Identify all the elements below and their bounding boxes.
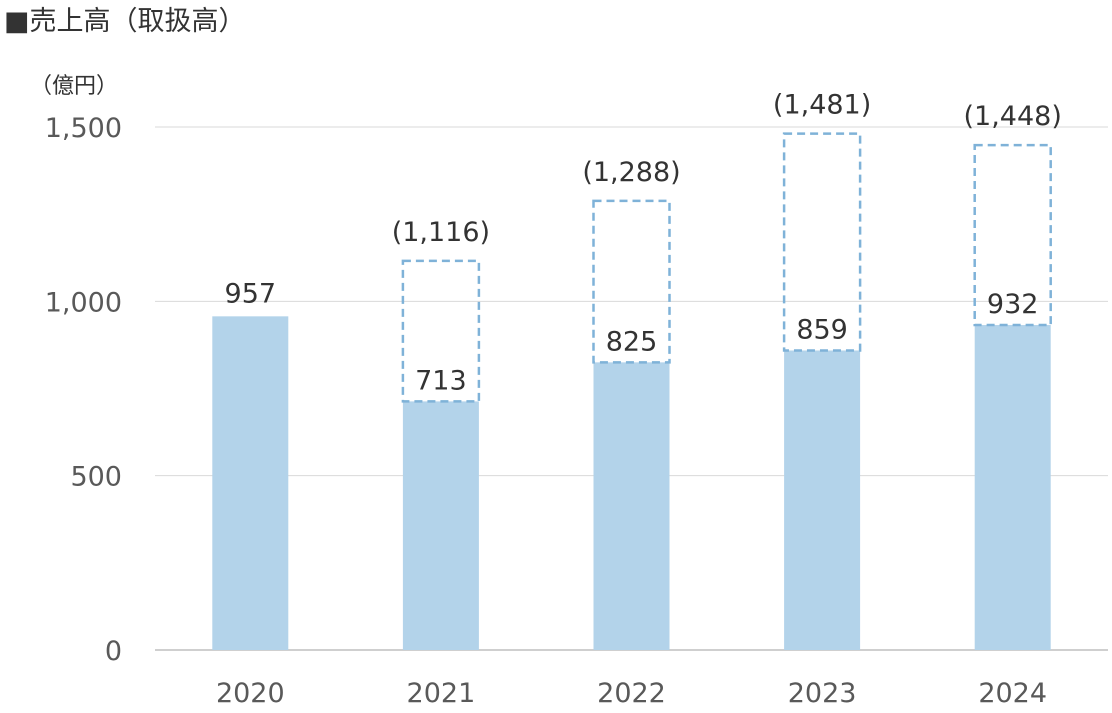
- y-tick-label: 1,500: [45, 113, 122, 144]
- y-tick-label: 1,000: [45, 287, 122, 318]
- x-tick-label: 2022: [597, 678, 666, 709]
- gross-bar-outline: [782, 132, 862, 352]
- value-label: 713: [415, 365, 467, 396]
- gross-value-label: (1,288): [582, 157, 680, 188]
- x-tick-label: 2024: [978, 678, 1047, 709]
- y-unit-label: （億円）: [30, 74, 118, 99]
- bar: [784, 350, 861, 650]
- x-tick-label: 2023: [788, 678, 857, 709]
- value-label: 859: [796, 314, 848, 345]
- bar: [402, 401, 479, 650]
- gross-bar-outline: [973, 143, 1052, 327]
- x-axis-ticks: 2020 2021 2022 2023 2024: [216, 678, 1047, 709]
- y-axis-ticks: 0 500 1,000 1,500: [45, 113, 122, 667]
- x-tick-label: 2020: [216, 678, 285, 709]
- bar: [974, 325, 1051, 650]
- value-label: 825: [606, 326, 658, 357]
- y-tick-label: 500: [70, 462, 122, 493]
- gross-value-label: (1,448): [964, 101, 1062, 132]
- bars: 957 (1,116) 713 (1,288) 825 (1,481) 859 (1,448)…: [212, 90, 1062, 650]
- x-tick-label: 2021: [407, 678, 476, 709]
- gross-value-label: (1,481): [773, 90, 871, 121]
- gross-bar-outline: [592, 199, 671, 364]
- gross-value-label: (1,116): [392, 217, 490, 248]
- value-label: 957: [225, 278, 277, 309]
- gross-bar-outline: [401, 259, 481, 403]
- value-label: 932: [987, 289, 1039, 320]
- bar: [593, 362, 670, 650]
- chart-title: ■売上高（取扱高）: [4, 6, 246, 37]
- y-tick-label: 0: [105, 636, 122, 667]
- bar: [212, 316, 289, 650]
